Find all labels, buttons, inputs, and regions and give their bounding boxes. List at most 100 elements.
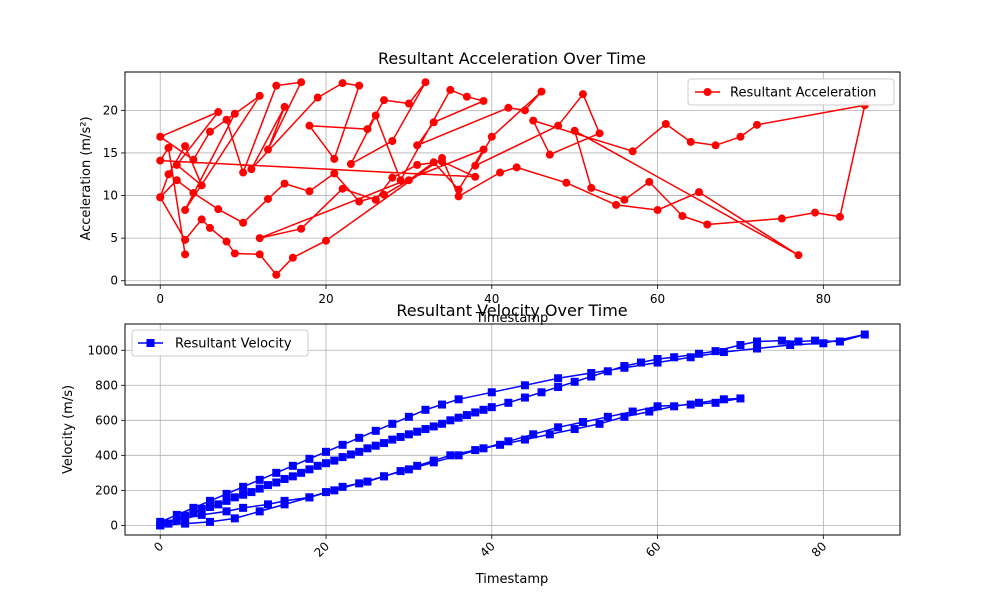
velocity-data-point [239, 490, 248, 499]
velocity-data-point [686, 400, 695, 409]
velocity-data-point [396, 467, 405, 476]
acceleration-data-point [272, 81, 281, 90]
acceleration-data-point [164, 170, 173, 179]
velocity-data-point [288, 472, 297, 481]
velocity-data-point [247, 488, 256, 497]
velocity-data-point [197, 510, 206, 519]
velocity-data-point [355, 433, 364, 442]
acceleration-data-point [504, 103, 513, 112]
velocity-data-point [355, 479, 364, 488]
velocity-data-point [570, 377, 579, 386]
acceleration-data-point [678, 211, 687, 220]
acceleration-data-point [703, 220, 712, 229]
velocity-data-point [578, 418, 587, 427]
velocity-data-point [554, 374, 563, 383]
acceleration-y-tick-label: 0 [110, 274, 118, 288]
velocity-data-point [686, 353, 695, 362]
acceleration-data-point [189, 188, 198, 197]
acceleration-data-point [462, 92, 471, 101]
acceleration-data-point [363, 125, 372, 134]
velocity-data-point [454, 413, 463, 422]
velocity-data-point [545, 430, 554, 439]
acceleration-data-point [777, 214, 786, 223]
velocity-data-point [263, 481, 272, 490]
velocity-data-point [239, 503, 248, 512]
acceleration-data-point [578, 90, 587, 99]
velocity-data-point [694, 398, 703, 407]
velocity-data-point [587, 369, 596, 378]
acceleration-y-axis-label: Acceleration (m/s²) [79, 116, 94, 240]
acceleration-data-point [628, 147, 637, 156]
velocity-data-point [860, 330, 869, 339]
velocity-data-point [777, 336, 786, 345]
velocity-data-point [156, 521, 165, 530]
acceleration-data-point [371, 111, 380, 120]
acceleration-y-tick-label: 5 [110, 231, 118, 245]
velocity-data-point [205, 517, 214, 526]
velocity-y-tick-label: 1000 [87, 343, 118, 357]
acceleration-chart-title: Resultant Acceleration Over Time [378, 49, 646, 68]
velocity-data-point [454, 395, 463, 404]
velocity-data-point [487, 388, 496, 397]
velocity-data-point [189, 503, 198, 512]
acceleration-data-point [172, 160, 181, 169]
velocity-data-point [404, 465, 413, 474]
acceleration-data-point [330, 169, 339, 178]
acceleration-data-point [263, 145, 272, 154]
velocity-data-point [338, 453, 347, 462]
acceleration-data-point [512, 163, 521, 172]
velocity-data-point [736, 341, 745, 350]
velocity-data-point [520, 393, 529, 402]
acceleration-data-point [297, 78, 306, 87]
velocity-data-point [404, 412, 413, 421]
acceleration-data-point [313, 93, 322, 102]
acceleration-chart: Resultant Acceleration Over Time 0 20 40 60… [79, 49, 901, 326]
acceleration-data-point [711, 141, 720, 150]
velocity-data-point [396, 432, 405, 441]
velocity-data-point [380, 439, 389, 448]
velocity-data-point [413, 461, 422, 470]
velocity-data-point [636, 358, 645, 367]
velocity-data-point [181, 519, 190, 528]
velocity-data-point [322, 447, 331, 456]
acceleration-data-point [338, 79, 347, 88]
velocity-x-tick-label: 20 [311, 539, 332, 560]
acceleration-data-point [545, 150, 554, 159]
velocity-data-point [338, 440, 347, 449]
velocity-data-point [504, 398, 513, 407]
acceleration-data-point [694, 188, 703, 197]
velocity-data-point [239, 482, 248, 491]
velocity-data-point [413, 427, 422, 436]
velocity-data-point [603, 412, 612, 421]
acceleration-data-point [446, 85, 455, 94]
acceleration-data-point [454, 192, 463, 201]
velocity-data-point [429, 422, 438, 431]
velocity-data-point [653, 358, 662, 367]
acceleration-data-point [355, 81, 364, 90]
velocity-data-point [835, 337, 844, 346]
velocity-data-point [355, 447, 364, 456]
velocity-data-point [554, 383, 563, 392]
velocity-data-point [305, 465, 314, 474]
acceleration-data-point [471, 161, 480, 170]
velocity-data-point [214, 500, 223, 509]
acceleration-data-point [230, 109, 239, 118]
acceleration-data-point [736, 132, 745, 141]
acceleration-y-tick-label: 15 [103, 146, 118, 160]
velocity-legend-label: Resultant Velocity [175, 337, 292, 352]
acceleration-data-point [197, 181, 206, 190]
velocity-data-point [471, 408, 480, 417]
velocity-data-point [255, 484, 264, 493]
acceleration-data-point [421, 78, 430, 87]
acceleration-data-point [239, 168, 248, 177]
acceleration-data-point [263, 194, 272, 203]
velocity-data-point [645, 407, 654, 416]
velocity-data-point [222, 507, 231, 516]
acceleration-data-point [496, 168, 505, 177]
velocity-data-point [794, 337, 803, 346]
acceleration-data-point [222, 115, 231, 124]
acceleration-data-point [272, 270, 281, 279]
velocity-data-point [570, 425, 579, 434]
acceleration-data-point [297, 224, 306, 233]
